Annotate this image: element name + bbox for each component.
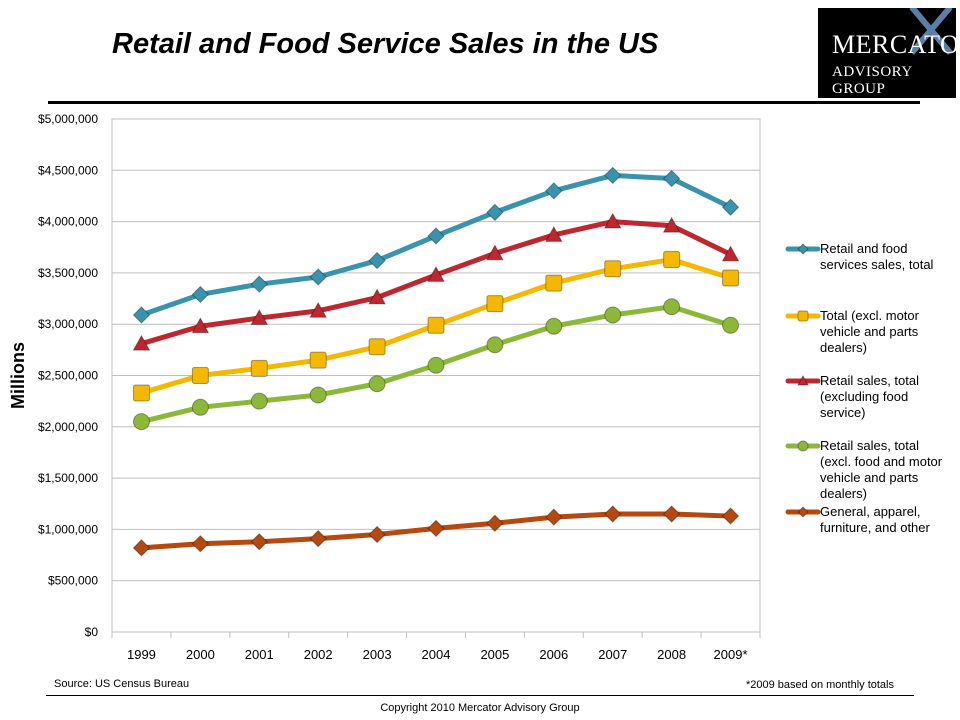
legend-swatch-marker [797,506,809,518]
y-tick-label: $4,500,000 [38,163,98,177]
data-point [662,505,681,523]
data-point [427,227,445,245]
data-point [132,539,151,557]
x-tick-label: 2008 [657,647,686,662]
data-point [604,505,622,523]
data-point [486,295,504,313]
y-axis-label: Millions [8,342,28,409]
data-point [250,392,268,410]
data-point [545,317,563,335]
series-line-1 [138,172,734,318]
data-point [250,275,268,293]
x-tick-label: 2005 [480,647,509,662]
data-point [191,535,210,553]
data-point [604,260,622,278]
data-point [309,301,328,318]
y-tick-label: $2,000,000 [38,420,98,434]
data-point [662,169,681,188]
x-tick-label: 2009* [714,647,748,662]
legend-swatch-marker [797,440,809,452]
legend-label-3: Retail sales, total (excluding food serv… [820,373,919,420]
data-point [368,338,386,356]
data-point [427,265,445,282]
data-point [663,298,681,316]
x-tick-label: 2003 [363,647,392,662]
data-point [132,413,150,431]
y-tick-label: $1,000,000 [38,522,98,536]
data-point [544,225,563,242]
x-tick-label: 1999 [127,647,156,662]
legend-label-5: General, apparel, furniture, and other [820,504,930,535]
footnote: *2009 based on monthly totals [746,679,894,691]
data-point [132,306,151,324]
y-tick-label: $5,000,000 [38,112,98,126]
legend-label-4: Retail sales, total (excl. food and moto… [820,438,943,501]
y-tick-label: $500,000 [48,574,98,588]
data-point [486,336,504,354]
data-point [191,398,209,416]
title-divider [48,101,920,104]
data-point [191,317,210,334]
data-point [486,244,504,261]
legend-swatch-marker [797,374,809,386]
source-note: Source: US Census Bureau [54,678,190,690]
legend-swatch-marker [797,310,809,322]
data-point [603,212,622,229]
data-point [722,316,740,334]
y-tick-label: $4,000,000 [38,215,98,229]
data-point [132,384,150,402]
legend-label-1: Retail and food services sales, total [820,241,934,272]
data-point [427,356,445,374]
data-point [545,508,563,526]
data-point [721,245,740,262]
x-tick-label: 2000 [186,647,215,662]
x-tick-label: 2002 [304,647,333,662]
logo-line-2: ADVISORY GROUP [832,64,913,97]
data-point [309,268,327,286]
data-point [663,251,681,269]
data-point [545,182,563,200]
logo-line-1: MERCATOR [832,30,956,59]
data-point [604,306,622,324]
data-point [545,274,563,292]
data-point [250,533,268,551]
x-tick-label: 2007 [598,647,627,662]
data-point [662,216,681,233]
data-point [368,251,386,270]
x-tick-label: 2006 [539,647,568,662]
legend-label-2: Total (excl. motor vehicle and parts dea… [820,308,919,355]
data-point [191,285,210,304]
data-point [309,386,327,404]
data-point [368,375,386,393]
data-point [486,514,504,532]
data-point [427,519,445,538]
data-point [722,269,740,287]
data-point [132,334,151,351]
footer-divider [46,695,914,696]
x-tick-label: 2001 [245,647,274,662]
data-point [250,359,268,377]
y-tick-label: $3,000,000 [38,317,98,331]
data-point [368,288,386,305]
x-tick-label: 2004 [422,647,451,662]
y-tick-label: $2,500,000 [38,369,98,383]
data-point [309,529,327,548]
data-point [309,351,327,369]
y-tick-label: $3,500,000 [38,266,98,280]
legend-swatch-marker [797,243,809,255]
mercator-logo: MERCATOR ADVISORY GROUP [818,8,956,98]
y-tick-label: $0 [85,625,99,639]
data-point [721,507,740,525]
copyright: Copyright 2010 Mercator Advisory Group [380,702,580,714]
data-point [721,198,740,216]
data-point [486,203,504,222]
data-point [191,367,209,384]
data-point [427,316,445,334]
y-tick-label: $1,500,000 [38,471,98,485]
page-title: Retail and Food Service Sales in the US [112,28,659,60]
data-point [250,309,269,325]
data-point [604,166,622,185]
data-point [368,525,386,544]
